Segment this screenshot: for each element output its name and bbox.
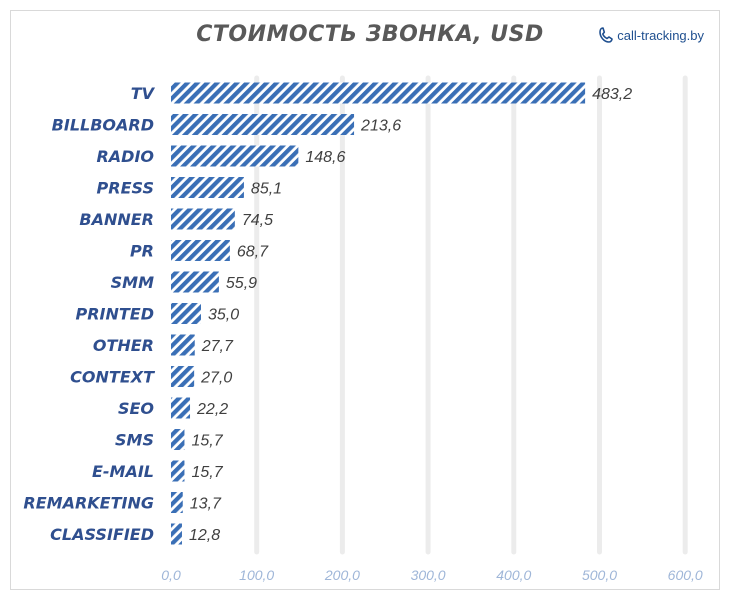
bar: [171, 397, 191, 419]
category-labels: TV BILLBOARD RADIO PRESS BANNER PR SMM PRINTED O…: [23, 84, 155, 544]
data-label: 55,9: [226, 275, 257, 292]
bar: [171, 366, 195, 387]
category-label: SEO: [118, 399, 154, 418]
phone-handset-icon: [598, 26, 614, 44]
bar: [171, 114, 355, 135]
bar: [171, 208, 235, 230]
data-label: 12,8: [189, 527, 220, 544]
chart-title: СТОИМОСТЬ ЗВОНКА, USD: [196, 22, 544, 47]
category-label: PR: [130, 242, 154, 261]
category-label: REMARKETING: [23, 494, 154, 513]
data-label: 22,2: [196, 401, 228, 418]
bar: [171, 523, 182, 545]
x-tick-label: 0,0: [161, 567, 181, 583]
category-label: BANNER: [79, 210, 154, 229]
data-label: 27,7: [201, 338, 234, 355]
data-label: 15,7: [191, 433, 223, 450]
bar: [171, 334, 195, 356]
x-tick-label: 500,0: [582, 567, 617, 583]
x-tick-label: 400,0: [496, 567, 531, 583]
bar: [171, 303, 201, 324]
data-label: 68,7: [237, 244, 269, 261]
x-tick-label: 200,0: [324, 567, 360, 583]
category-label: TV: [131, 84, 156, 103]
data-label: 213,6: [360, 118, 401, 135]
category-label: E-MAIL: [92, 462, 154, 481]
data-label: 85,1: [251, 181, 282, 198]
category-label: CLASSIFIED: [50, 525, 154, 544]
bar: [171, 492, 183, 513]
bar: [171, 177, 244, 198]
category-label: PRESS: [97, 179, 154, 198]
bar: [171, 429, 185, 450]
bar: [171, 460, 185, 482]
data-label: 13,7: [190, 496, 222, 513]
category-label: BILLBOARD: [52, 116, 154, 135]
category-label: SMS: [115, 431, 154, 450]
data-labels: 483,2 213,6 148,6 85,1 74,5 68,7 55,9 35,0 27,7 2…: [189, 86, 632, 544]
bars: [171, 82, 586, 545]
data-label: 74,5: [242, 212, 273, 229]
brand-name: call-tracking.by: [617, 27, 704, 43]
data-label: 15,7: [191, 464, 223, 481]
bar: [171, 145, 299, 167]
x-tick-label: 300,0: [411, 567, 446, 583]
data-label: 27,0: [200, 370, 232, 387]
x-axis-ticks: 0,0 100,0 200,0 300,0 400,0 500,0 600,0: [161, 567, 703, 583]
category-label: OTHER: [93, 336, 154, 355]
bar: [171, 82, 586, 104]
x-tick-label: 100,0: [239, 567, 274, 583]
data-label: 148,6: [305, 149, 345, 166]
category-label: CONTEXT: [70, 368, 155, 387]
data-label: 35,0: [208, 307, 239, 324]
brand-logo: call-tracking.by: [598, 26, 704, 44]
bar: [171, 240, 230, 261]
category-label: PRINTED: [75, 305, 154, 324]
data-label: 483,2: [592, 86, 632, 103]
category-label: SMM: [111, 273, 154, 292]
category-label: RADIO: [96, 147, 154, 166]
bar: [171, 271, 219, 293]
x-tick-label: 600,0: [668, 567, 703, 583]
